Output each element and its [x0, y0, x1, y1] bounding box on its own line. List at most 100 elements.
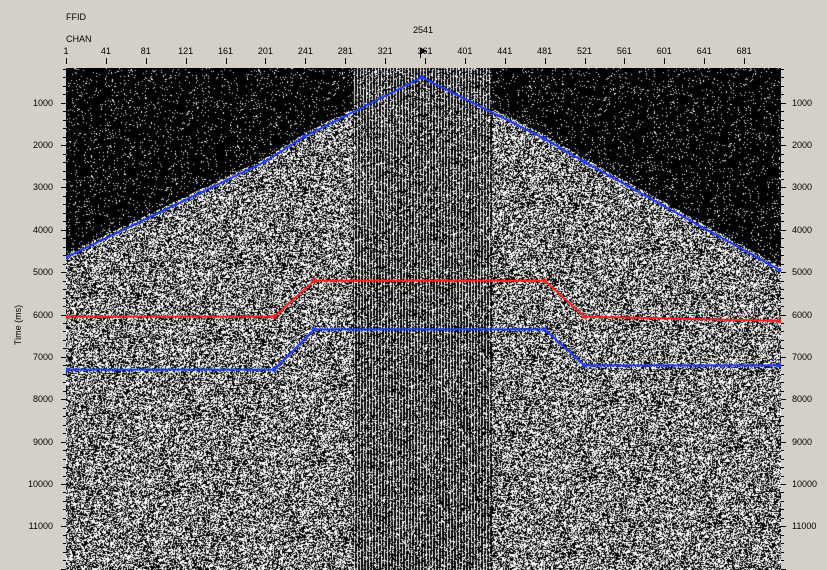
ruler-tick	[63, 77, 66, 79]
ruler-tick	[781, 509, 784, 511]
bottom-mute-pick-point[interactable]	[272, 367, 277, 372]
ruler-tick	[781, 289, 784, 291]
ruler-tick	[781, 331, 784, 333]
ruler-tick	[63, 509, 66, 511]
ruler-tick	[63, 297, 66, 299]
ruler-tick	[781, 475, 784, 477]
channel-tick-mark	[424, 58, 426, 64]
ruler-tick	[63, 517, 66, 519]
ruler-tick	[781, 162, 784, 164]
ruler-tick	[63, 238, 66, 240]
ffid-value: 2541	[413, 25, 434, 35]
ruler-tick	[781, 94, 784, 96]
first-break-pick-point[interactable]	[66, 255, 68, 260]
ruler-tick	[63, 348, 66, 350]
ruler-tick	[781, 195, 784, 197]
time-tick-label-left: 10000	[27, 479, 53, 489]
ruler-tick	[781, 111, 784, 113]
ruler-tick	[781, 390, 784, 392]
ruler-tick	[781, 568, 786, 570]
ruler-tick	[781, 212, 784, 214]
first-break-pick-point[interactable]	[262, 160, 267, 165]
top-mute-pick-point[interactable]	[778, 318, 781, 323]
ruler-tick	[63, 280, 66, 282]
top-mute-pick-point[interactable]	[272, 314, 277, 319]
ruler-tick	[61, 102, 66, 104]
ruler-tick	[63, 195, 66, 197]
ruler-tick	[781, 102, 786, 104]
channel-tick-label: 321	[377, 46, 393, 56]
ruler-tick	[63, 289, 66, 291]
ruler-tick	[781, 306, 784, 308]
channel-tick-mark	[744, 58, 746, 64]
ruler-tick	[781, 348, 784, 350]
channel-tick-mark	[265, 58, 267, 64]
ruler-tick	[781, 297, 784, 299]
ruler-tick	[63, 560, 66, 562]
top-mute-pick-point[interactable]	[66, 314, 68, 319]
seismic-gather-panel[interactable]	[66, 68, 781, 570]
bottom-mute-pick-point[interactable]	[542, 327, 547, 332]
channel-tick-mark	[464, 58, 466, 64]
time-tick-label-right: 5000	[792, 267, 813, 278]
ruler-tick	[781, 170, 784, 172]
ruler-tick	[781, 373, 784, 375]
time-tick-label-right: 10000	[792, 479, 818, 489]
time-tick-label-right: 11000	[792, 521, 817, 532]
ruler-tick	[781, 441, 786, 443]
channel-tick-mark	[66, 58, 67, 64]
ruler-tick	[781, 85, 784, 87]
top-mute-pick-point[interactable]	[582, 314, 587, 319]
ruler-tick	[781, 187, 786, 189]
ruler-tick	[781, 534, 784, 536]
ruler-tick	[781, 136, 784, 138]
ruler-tick	[63, 467, 66, 469]
time-tick-label-right: 4000	[792, 224, 813, 235]
top-mute-pick-line[interactable]	[66, 279, 781, 322]
ruler-tick	[63, 263, 66, 265]
channel-tick-label: 241	[297, 46, 313, 56]
channel-tick-label: 41	[100, 46, 111, 56]
ruler-tick	[63, 128, 66, 130]
bottom-mute-pick-point[interactable]	[312, 327, 317, 332]
channel-tick-label: 161	[218, 46, 234, 56]
first-break-pick-line[interactable]	[66, 76, 781, 271]
pick-overlay[interactable]	[66, 68, 781, 570]
first-break-pick-point[interactable]	[542, 136, 547, 141]
ruler-tick	[63, 534, 66, 536]
ruler-tick	[63, 136, 66, 138]
ruler-tick	[63, 551, 66, 553]
first-break-pick-point[interactable]	[778, 268, 781, 273]
bottom-mute-pick-point[interactable]	[778, 363, 781, 368]
time-tick-label-left: 6000	[32, 309, 53, 320]
ruler-tick	[781, 238, 784, 240]
top-mute-pick-point[interactable]	[312, 278, 317, 283]
ruler-tick	[61, 568, 66, 570]
time-tick-label-right: 6000	[792, 309, 813, 320]
first-break-pick-point[interactable]	[302, 134, 307, 139]
channel-tick-label: 1	[63, 46, 69, 56]
ruler-tick	[781, 221, 784, 223]
ruler-tick	[63, 339, 66, 341]
time-tick-label-left: 7000	[32, 351, 53, 362]
first-break-pick-point[interactable]	[420, 75, 425, 80]
bottom-mute-pick-line[interactable]	[66, 328, 781, 371]
time-tick-label-left: 9000	[32, 436, 53, 447]
ruler-tick	[781, 280, 784, 282]
time-tick-label-right: 1000	[792, 97, 813, 108]
top-mute-pick-point[interactable]	[542, 278, 547, 283]
ruler-tick	[63, 450, 66, 452]
time-tick-label-right: 3000	[792, 182, 813, 193]
time-tick-label-left: 2000	[32, 140, 53, 151]
ruler-tick	[63, 323, 66, 325]
ruler-tick	[781, 484, 786, 485]
ruler-tick	[63, 382, 66, 384]
ruler-tick	[781, 77, 784, 79]
ruler-tick	[781, 543, 784, 545]
bottom-mute-pick-point[interactable]	[66, 367, 68, 372]
ruler-tick	[63, 85, 66, 87]
first-break-pick-point[interactable]	[582, 160, 587, 165]
flag-icon[interactable]	[420, 48, 427, 58]
ruler-tick	[781, 399, 786, 401]
bottom-mute-pick-point[interactable]	[582, 363, 587, 368]
